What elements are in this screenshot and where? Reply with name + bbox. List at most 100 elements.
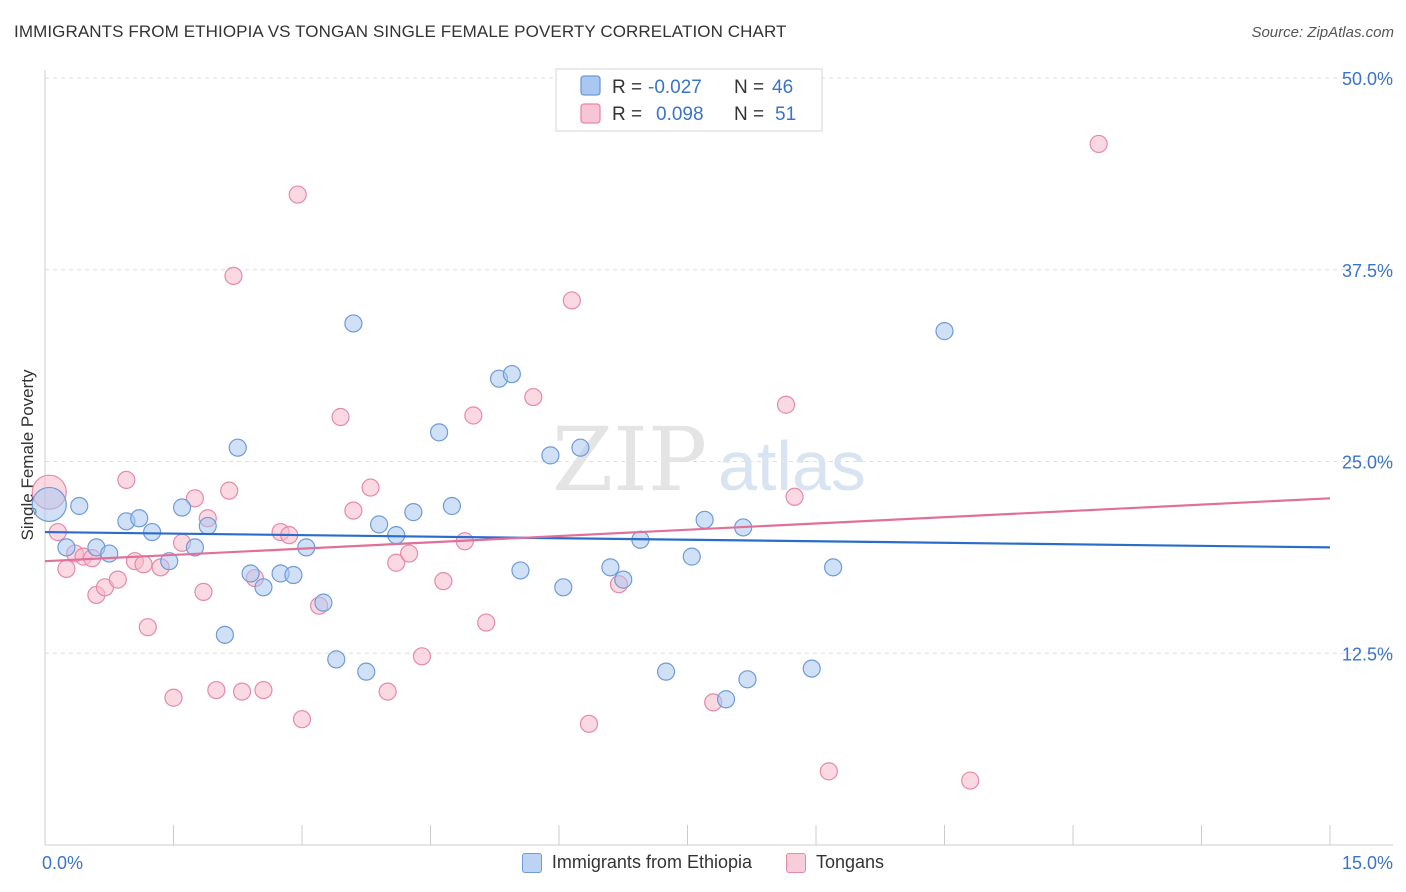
tick-labels: 12.5% 25.0% 37.5% 50.0% 0.0% 15.0% (42, 69, 1393, 873)
ethiopia-point (241, 564, 260, 583)
tongans-point (138, 618, 157, 637)
ethiopia-point (198, 516, 217, 536)
ethiopia-point (656, 662, 676, 681)
trend-lines (44, 497, 1331, 563)
legend-swatch-ethiopia (521, 852, 542, 873)
ethiopia-point (142, 522, 162, 542)
tongans-point (164, 688, 183, 707)
source-label: Source: ZipAtlas.com (1251, 24, 1394, 41)
tongans-point (579, 714, 599, 733)
tongans-point (434, 572, 453, 591)
legend-r-value: 0.098 (656, 104, 704, 125)
axes (44, 70, 1393, 846)
data-points (31, 134, 1108, 790)
ethiopia-point (100, 544, 119, 563)
ethiopia-point (130, 509, 149, 528)
tongans-point (477, 613, 496, 632)
ethiopia-point (824, 558, 843, 577)
legend-n-label: N = (734, 77, 764, 98)
watermark-zip: ZIP (552, 408, 707, 511)
ethiopia-point (695, 510, 714, 529)
tongans-point (288, 185, 307, 204)
ethiopia-point (429, 423, 449, 442)
ethiopia-point (682, 547, 701, 566)
legend-r-label: R = (612, 104, 642, 125)
ethiopia-point (357, 662, 376, 681)
legend-n-value: 46 (772, 77, 793, 98)
tongans-point (412, 647, 432, 666)
legend-r-value: -0.027 (648, 77, 702, 98)
y-tick-label: 50.0% (1342, 69, 1393, 89)
tongans-point (344, 501, 363, 520)
legend-swatch-tongans (786, 852, 806, 873)
ethiopia-point (370, 515, 389, 534)
legend-n-value: 51 (775, 104, 796, 125)
legend-swatch-tongans (580, 103, 601, 124)
ethiopia-point (284, 565, 303, 585)
tongans-point (378, 682, 397, 701)
tongans-point (207, 680, 226, 700)
ethiopia-point (215, 625, 234, 644)
legend-box: R = -0.027 N = 46 R = 0.098 N = 51 (555, 68, 823, 132)
tongans-point (961, 771, 980, 790)
tongans-point (194, 582, 213, 601)
tongans-point (331, 407, 350, 427)
tongans-point (1089, 134, 1108, 154)
ethiopia-point (314, 593, 333, 612)
tongans-point (292, 710, 312, 729)
ethiopia-point (511, 561, 530, 580)
tongans-trend-line (44, 497, 1331, 563)
tongans-point (399, 544, 419, 563)
ethiopia-point (571, 438, 590, 457)
ethiopia-point (31, 486, 67, 523)
chart-title: IMMIGRANTS FROM ETHIOPIA VS TONGAN SINGL… (14, 22, 787, 41)
tongans-point (785, 487, 804, 506)
ethiopia-point (228, 438, 247, 457)
ethiopia-point (327, 650, 346, 669)
legend-label-ethiopia: Immigrants from Ethiopia (551, 852, 752, 872)
ethiopia-point (57, 538, 76, 557)
y-tick-label: 37.5% (1342, 261, 1393, 281)
ethiopia-point (601, 558, 620, 577)
ethiopia-point (738, 670, 757, 689)
tongans-point (134, 555, 153, 574)
legend-swatch-ethiopia (580, 75, 601, 96)
tongans-point (108, 570, 127, 589)
tongans-point (185, 489, 205, 508)
ethiopia-point (404, 503, 423, 522)
tongans-point (361, 478, 380, 497)
ethiopia-point (442, 496, 462, 516)
ethiopia-point (541, 446, 560, 465)
tongans-point (220, 481, 239, 500)
ethiopia-point (554, 578, 573, 597)
tongans-point (57, 559, 76, 578)
legend-n-label: N = (734, 104, 764, 125)
ethiopia-point (70, 496, 89, 516)
tongans-point (464, 406, 483, 425)
ethiopia-point (254, 578, 273, 597)
tongans-point (117, 470, 136, 490)
ethiopia-point (802, 659, 821, 678)
tongans-point (776, 395, 796, 414)
ethiopia-point (935, 322, 954, 341)
tongans-point (232, 682, 252, 701)
legend-item-tongans: Tongans (786, 852, 884, 873)
tongans-point (387, 553, 406, 572)
bottom-legend: Immigrants from Ethiopia Tongans (0, 852, 1406, 873)
gridlines (45, 77, 1393, 654)
tongans-point (562, 291, 581, 310)
y-tick-label: 25.0% (1342, 453, 1393, 473)
ethiopia-point (344, 314, 363, 333)
watermark: ZIP atlas (552, 408, 866, 511)
legend-label-tongans: Tongans (816, 852, 885, 872)
ethiopia-point (716, 690, 736, 709)
tongans-point (524, 387, 543, 407)
y-tick-label: 12.5% (1342, 644, 1393, 664)
ethiopia-point (502, 364, 521, 384)
legend-item-ethiopia: Immigrants from Ethiopia (521, 852, 752, 873)
x-tick-label: 15.0% (1342, 853, 1393, 873)
tongans-point (819, 762, 838, 781)
x-tick-label: 0.0% (42, 853, 83, 873)
ethiopia-point (185, 538, 205, 557)
